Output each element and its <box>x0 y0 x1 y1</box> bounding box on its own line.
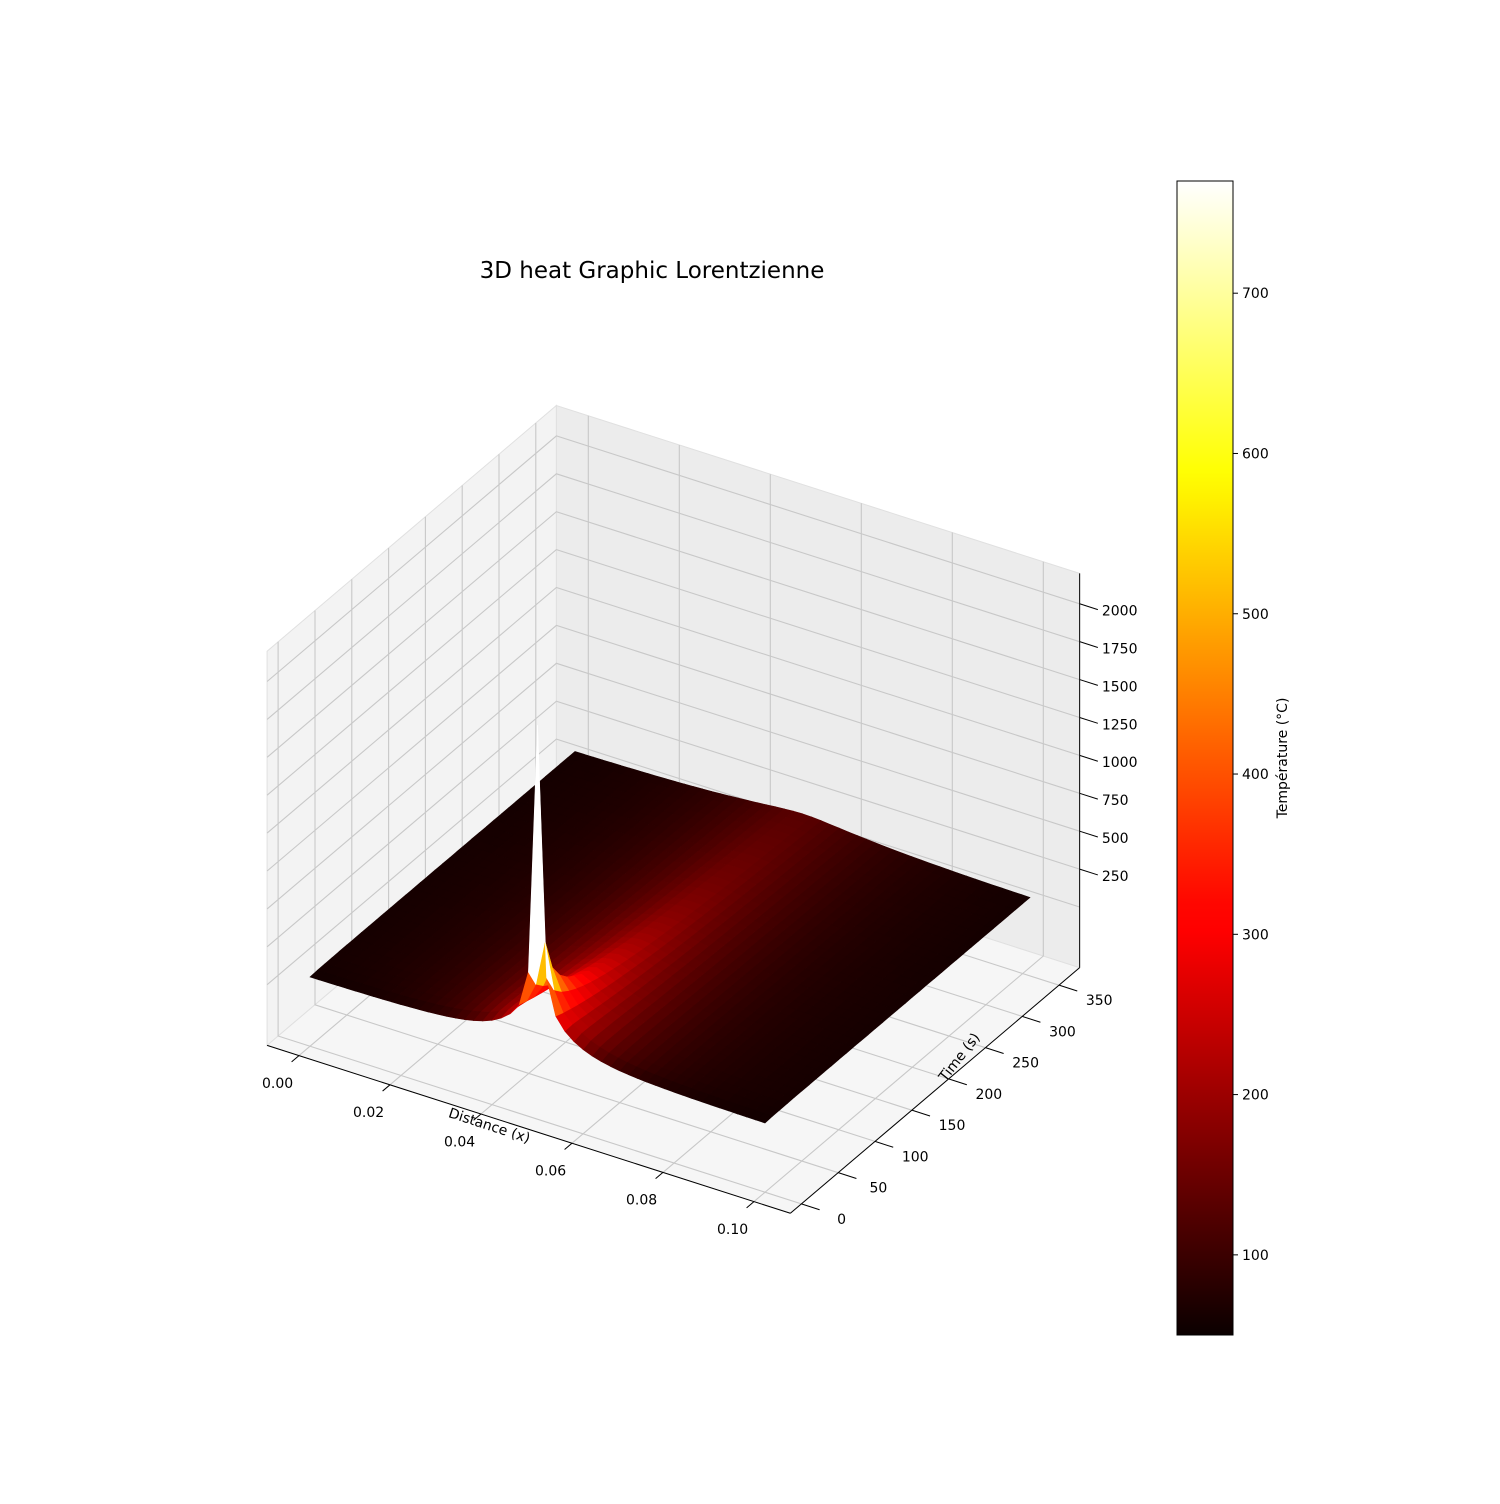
y-tick-label: 50 <box>869 1181 887 1197</box>
z-tick-label: 1000 <box>1102 755 1138 771</box>
x-tick-label: 0.08 <box>626 1193 657 1209</box>
z-tick <box>1079 603 1099 611</box>
x-tick <box>473 1113 482 1121</box>
z-gridline <box>266 548 1080 796</box>
x-tick <box>746 1201 755 1209</box>
x-tick-label: 0.06 <box>535 1163 566 1179</box>
x-tick-label: 0.02 <box>353 1105 384 1121</box>
z-tick-label: 1500 <box>1102 679 1138 695</box>
z-tick <box>1079 868 1099 876</box>
z-tick <box>1079 641 1099 648</box>
x-tick <box>382 1084 391 1092</box>
colorbar <box>1176 180 1234 1336</box>
x-tick-label: 0.00 <box>262 1076 293 1092</box>
z-tick-label: 500 <box>1102 831 1129 847</box>
z-gridline <box>266 700 1080 948</box>
y-tick <box>838 1172 857 1179</box>
y-tick-label: 250 <box>1012 1056 1039 1072</box>
z-gridline <box>266 738 1080 986</box>
x-axis-line <box>266 1044 791 1214</box>
y-tick <box>985 1047 1004 1054</box>
x-tick <box>291 1055 300 1063</box>
y-tick <box>1058 984 1078 992</box>
z-tick <box>1079 792 1099 800</box>
colorbar-tick-label: 600 <box>1242 446 1269 462</box>
x-tick <box>655 1172 664 1180</box>
x-tick-label: 0.04 <box>444 1134 475 1150</box>
y-tick <box>911 1109 931 1117</box>
y-tick <box>874 1140 894 1148</box>
z-tick-label: 1250 <box>1102 717 1138 733</box>
colorbar-tick-label: 100 <box>1242 1248 1269 1264</box>
z-tick <box>1079 830 1099 838</box>
x-tick <box>564 1142 573 1150</box>
z-tick <box>1079 679 1099 686</box>
y-tick-label: 300 <box>1049 1024 1076 1040</box>
z-gridline <box>266 586 1080 834</box>
y-gridline <box>277 641 802 1205</box>
colorbar-tick-label: 300 <box>1242 927 1269 943</box>
y-tick-label: 200 <box>975 1087 1002 1103</box>
z-gridline <box>266 624 1080 872</box>
y-tick-label: 0 <box>837 1212 846 1228</box>
z-tick <box>1079 754 1099 762</box>
z-tick <box>1079 717 1099 724</box>
z-gridline <box>266 435 1080 682</box>
x-gridline <box>753 561 1044 1203</box>
z-gridline <box>266 473 1080 720</box>
surface-face <box>537 724 555 991</box>
z-tick-label: 750 <box>1102 793 1129 809</box>
surface <box>309 724 1031 1124</box>
colorbar-tick-label: 500 <box>1242 607 1269 623</box>
colorbar-tick-label: 700 <box>1242 286 1269 302</box>
z-gridline <box>266 662 1080 910</box>
y-tick-label: 150 <box>939 1118 966 1134</box>
y-tick-label: 350 <box>1086 993 1113 1009</box>
x-tick-label: 0.10 <box>717 1222 748 1238</box>
z-gridline <box>266 511 1080 758</box>
z-tick-label: 1750 <box>1102 642 1138 658</box>
y-gridline <box>314 610 839 1174</box>
y-tick-label: 100 <box>902 1149 929 1165</box>
z-tick-label: 250 <box>1102 869 1129 885</box>
y-tick <box>1022 1015 1041 1023</box>
colorbar-label: Température (°C) <box>1275 698 1291 820</box>
colorbar-tick-label: 200 <box>1242 1088 1269 1104</box>
z-tick-label: 2000 <box>1102 604 1138 620</box>
chart-title: 3D heat Graphic Lorentzienne <box>479 258 825 284</box>
y-tick <box>801 1203 820 1211</box>
y-tick <box>948 1078 967 1086</box>
colorbar-tick-label: 400 <box>1242 767 1269 783</box>
